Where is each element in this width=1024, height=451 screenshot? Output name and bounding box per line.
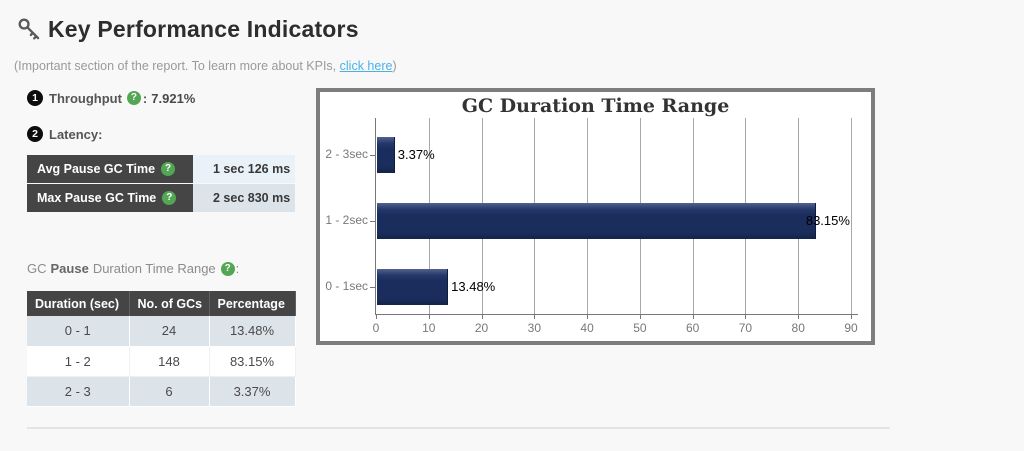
gcp-colon: : (235, 261, 240, 276)
bar-0-1sec (377, 269, 449, 305)
latency-row-header: 2 Latency: (27, 126, 102, 142)
x-tick-label: 70 (738, 321, 753, 335)
subtitle-text: (Important section of the report. To lea… (14, 59, 340, 73)
x-tick-mark (798, 314, 800, 319)
table-cell: 2 - 3 (27, 376, 130, 407)
throughput-value: 7.921% (151, 90, 196, 106)
gridline (851, 118, 852, 314)
number-badge-1: 1 (27, 90, 43, 106)
click-here-link[interactable]: click here (339, 59, 393, 73)
table-row: 1 - 2 148 83.15% (27, 346, 296, 377)
help-icon[interactable]: ? (220, 261, 235, 276)
throughput-separator: : (142, 90, 148, 106)
throughput-label: Throughput (49, 90, 122, 106)
key-icon (16, 16, 43, 43)
x-tick-mark (534, 314, 536, 319)
page-header: Key Performance Indicators (16, 16, 359, 43)
number-badge-2: 2 (27, 126, 43, 142)
help-icon[interactable]: ? (161, 162, 176, 176)
x-tick-label: 0 (372, 321, 380, 335)
latency-row-value: 2 sec 830 ms (193, 184, 295, 212)
latency-table-row: Max Pause GC Time? 2 sec 830 ms (27, 184, 295, 212)
page-subtitle: (Important section of the report. To lea… (14, 59, 397, 73)
x-tick-label: 90 (844, 321, 858, 335)
section-divider (27, 427, 890, 429)
y-tick-mark (370, 221, 376, 222)
latency-label-text: Avg Pause GC Time (37, 162, 156, 176)
gc-duration-chart: GC Duration Time Range 0 10 20 30 40 50 60 70 80… (316, 88, 875, 345)
plot-area: 0 10 20 30 40 50 60 70 80 90 2 - 3sec 3.37% 1 - 2sec… (325, 118, 858, 335)
latency-table-row: Avg Pause GC Time? 1 sec 126 ms (27, 155, 295, 183)
gcp-prefix: GC (27, 261, 47, 276)
x-tick-mark (481, 314, 483, 319)
x-tick-label: 10 (422, 321, 436, 335)
x-tick-label: 60 (685, 321, 700, 335)
subtitle-text-end: ) (392, 59, 397, 73)
x-tick-mark (587, 314, 589, 319)
latency-label: Latency: (49, 126, 103, 142)
x-tick-label: 20 (474, 321, 489, 335)
table-cell: 24 (129, 316, 210, 347)
table-cell: 83.15% (209, 346, 296, 377)
y-category-label: 0 - 1sec (325, 279, 368, 293)
latency-label-text: Max Pause GC Time (37, 191, 157, 205)
col-header-duration: Duration (sec) (27, 291, 130, 316)
x-tick-mark (376, 314, 377, 319)
x-tick-label: 30 (527, 321, 541, 335)
table-cell: 13.48% (209, 316, 296, 347)
x-tick-mark (851, 314, 852, 319)
throughput-row: 1 Throughput ? : 7.921% (27, 90, 195, 106)
duration-table: Duration (sec) No. of GCs Percentage 0 -… (27, 291, 296, 407)
latency-row-value: 1 sec 126 ms (193, 155, 295, 183)
latency-row-label: Avg Pause GC Time? (27, 155, 193, 183)
table-row: 2 - 3 6 3.37% (27, 376, 296, 407)
help-icon[interactable]: ? (162, 191, 177, 205)
y-tick-mark (370, 155, 376, 156)
bar-value-label: 83.15% (805, 213, 850, 228)
gcp-bold: Pause (50, 261, 89, 276)
chart-title: GC Duration Time Range (461, 95, 730, 117)
gc-pause-duration-label: GC Pause Duration Time Range ? : (27, 261, 239, 276)
duration-table-header: Duration (sec) No. of GCs Percentage (27, 291, 296, 316)
table-cell: 3.37% (209, 376, 296, 407)
col-header-percentage: Percentage (209, 291, 296, 316)
bar-value-label: 13.48% (451, 279, 496, 294)
y-tick-mark (370, 287, 376, 288)
y-category-label: 1 - 2sec (325, 213, 368, 227)
x-tick-label: 80 (791, 321, 805, 335)
x-tick-mark (745, 314, 747, 319)
page-title: Key Performance Indicators (48, 16, 359, 42)
x-tick-mark (692, 314, 694, 319)
table-cell: 6 (129, 376, 210, 407)
y-category-label: 2 - 3sec (325, 147, 368, 161)
bar-1-2sec (377, 203, 816, 239)
duration-table-body: 0 - 1 24 13.48% 1 - 2 148 83.15% 2 - 3 6 3.37% (27, 316, 296, 407)
help-icon[interactable]: ? (126, 91, 141, 105)
bar-value-label: 3.37% (397, 147, 435, 162)
bar-2-3sec (377, 137, 395, 173)
table-cell: 0 - 1 (27, 316, 130, 347)
col-header-no-of-gcs: No. of GCs (129, 291, 210, 316)
table-cell: 1 - 2 (27, 346, 130, 377)
latency-row-label: Max Pause GC Time? (27, 184, 193, 212)
table-row: 0 - 1 24 13.48% (27, 316, 296, 347)
x-tick-label: 50 (633, 321, 647, 335)
x-tick-mark (639, 314, 641, 319)
x-tick-mark (428, 314, 430, 319)
table-cell: 148 (129, 346, 210, 377)
x-tick-label: 40 (580, 321, 594, 335)
gcp-suffix: Duration Time Range (92, 261, 216, 276)
latency-table: Avg Pause GC Time? 1 sec 126 ms Max Pause … (27, 155, 295, 213)
